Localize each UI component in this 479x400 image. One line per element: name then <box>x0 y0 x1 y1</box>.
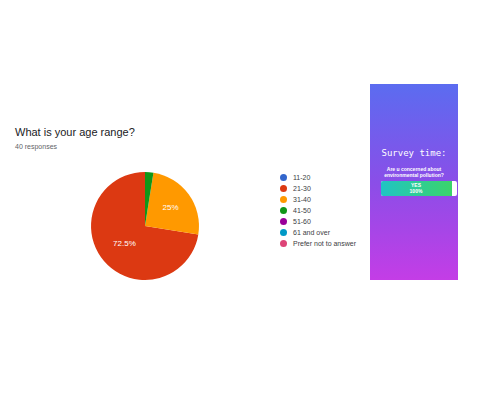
html-text:41-50: 41-50 <box>293 207 311 214</box>
html-text:Survey time:: Survey time: <box>381 148 447 158</box>
html-text:51-60: 51-60 <box>293 218 311 225</box>
html-text:Prefer not to answer: Prefer not to answer <box>293 240 356 247</box>
svg-text:72.5%: 72.5% <box>113 239 136 248</box>
html-text:61 and over: 61 and over <box>293 229 330 236</box>
html-text:40 responses: 40 responses <box>15 143 57 150</box>
html-text:100%: 100% <box>409 187 423 194</box>
html-text:What is your age range?: What is your age range? <box>15 126 135 138</box>
html-text:31-40: 31-40 <box>293 196 311 203</box>
html-text:21-30: 21-30 <box>293 185 311 192</box>
html-text:YES: YES <box>411 182 421 188</box>
html-text:Are u concerned about environm: Are u concerned about environmental poll… <box>384 166 444 178</box>
html-text:11-20: 11-20 <box>293 174 311 181</box>
svg-text:25%: 25% <box>163 203 179 212</box>
